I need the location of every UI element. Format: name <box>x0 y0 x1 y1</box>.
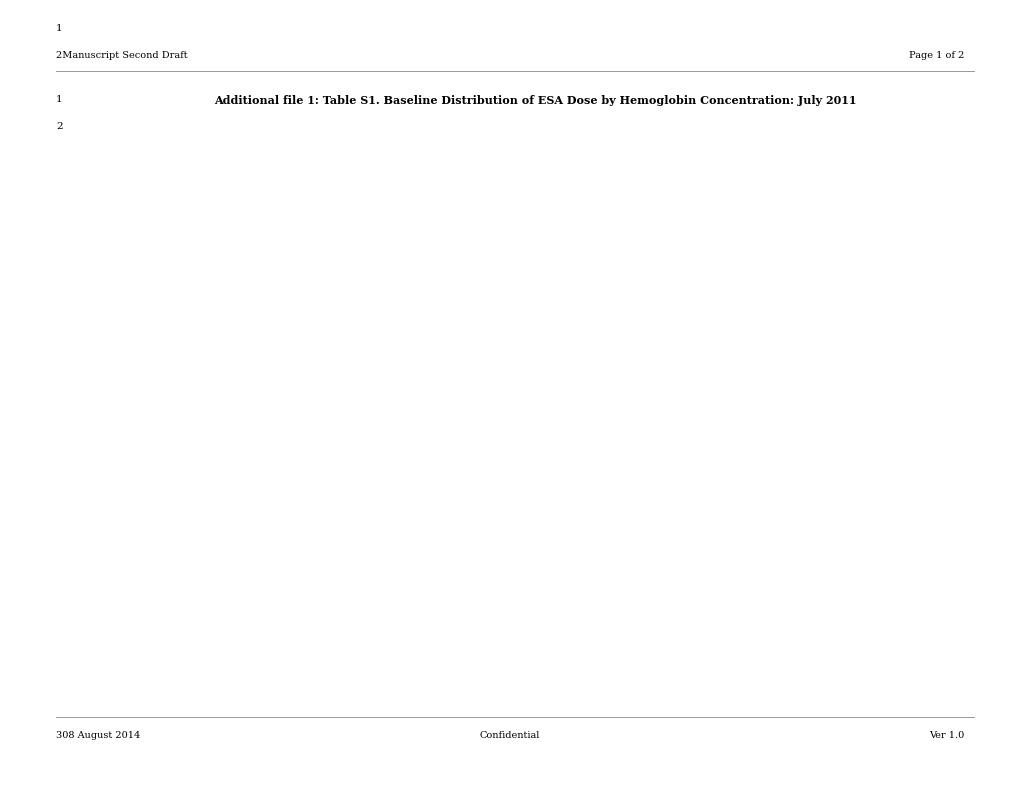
Text: 1: 1 <box>56 95 62 103</box>
Text: Page 1 of 2: Page 1 of 2 <box>908 51 963 60</box>
Text: 1: 1 <box>56 24 62 33</box>
Text: 308 August 2014: 308 August 2014 <box>56 731 141 740</box>
Text: Ver 1.0: Ver 1.0 <box>927 731 963 740</box>
Text: Confidential: Confidential <box>479 731 540 740</box>
Text: Additional file 1: Table S1. Baseline Distribution of ESA Dose by Hemoglobin Con: Additional file 1: Table S1. Baseline Di… <box>214 95 856 106</box>
Text: 2Manuscript Second Draft: 2Manuscript Second Draft <box>56 51 187 60</box>
Text: 2: 2 <box>56 122 62 131</box>
